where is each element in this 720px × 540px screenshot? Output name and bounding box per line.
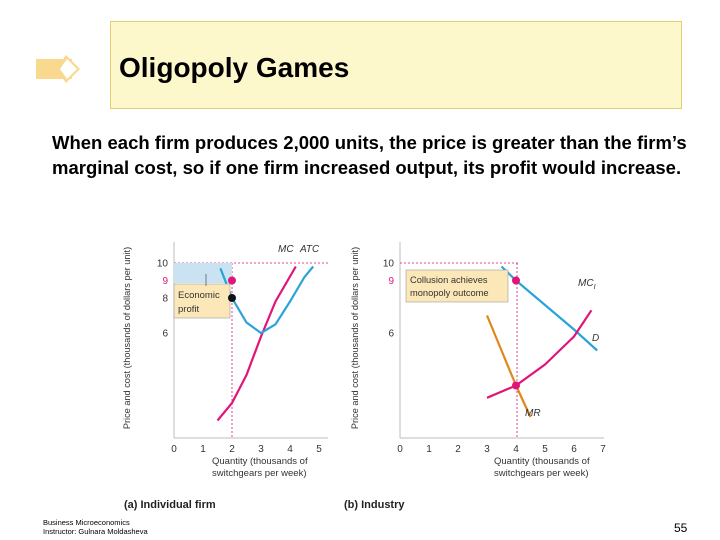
price-point-firm [228,276,236,285]
panel-a-xlabel-2: switchgears per week) [212,468,307,479]
economic-profit-area [174,263,232,283]
panel-a-xlabel-1: Quantity (thousands of [212,456,308,467]
mc-curve-industry [486,309,593,399]
y-tick-label: 6 [162,329,168,340]
economic-profit-label-2: profit [178,304,199,315]
panel-a-subtitle: (a) Individual firm [124,499,216,511]
y-tick-label: 6 [388,329,394,340]
atc-point-firm [228,294,236,302]
x-tick-label: 6 [571,444,577,455]
mc-label-firm: MC [278,244,294,255]
page-number: 55 [674,521,688,535]
x-tick-label: 4 [513,444,519,455]
collusion-label-2: monopoly outcome [410,288,489,298]
y-tick-label: 10 [157,259,169,270]
x-tick-label: 3 [258,444,264,455]
panel-b-xlabel-2: switchgears per week) [494,468,589,479]
panel-b-subtitle: (b) Industry [344,499,405,511]
panel-b-ylabel: Price and cost (thousands of dollars per… [350,247,360,429]
footer-course: Business Microeconomics [43,518,130,527]
panel-a-ylabel: Price and cost (thousands of dollars per… [122,247,132,429]
slide-body-text: When each firm produces 2,000 units, the… [52,132,687,178]
x-tick-label: 1 [200,444,206,455]
x-tick-label: 0 [171,444,177,455]
mr-curve-industry [485,315,532,418]
slide-bullet-icon [36,55,80,83]
x-tick-label: 0 [397,444,403,455]
y-tick-label: 9 [388,276,394,287]
demand-curve-industry [500,265,598,352]
x-tick-label: 5 [542,444,548,455]
x-tick-label: 1 [426,444,432,455]
demand-label: D [592,333,599,344]
x-tick-label: 7 [600,444,606,455]
panel-individual-firm: Price and cost (thousands of dollars per… [122,242,328,511]
footer: Business Microeconomics Instructor: Guln… [43,518,148,536]
x-tick-label: 2 [455,444,461,455]
atc-curve-firm [219,265,315,335]
x-tick-label: 5 [316,444,322,455]
collusion-label-1: Collusion achieves [410,275,488,285]
mc-label-industry: MCI [578,278,596,291]
footer-instructor: Instructor: Gulnara Moldasheva [43,527,148,536]
oligopoly-figure: Price and cost (thousands of dollars per… [122,242,606,511]
x-tick-label: 2 [229,444,235,455]
y-tick-label: 9 [162,276,168,287]
y-tick-label: 10 [383,259,395,270]
x-tick-label: 3 [484,444,490,455]
mr-label: MR [525,408,541,419]
mr-mc-intersection-point [512,381,520,390]
panel-b-xlabel-1: Quantity (thousands of [494,456,590,467]
monopoly-price-point [512,276,520,285]
slide-title: Oligopoly Games [119,52,350,83]
x-tick-label: 4 [287,444,293,455]
collusion-label-box [405,269,509,303]
mc-curve-firm [216,265,297,422]
panel-industry: Price and cost (thousands of dollars per… [344,242,606,511]
y-tick-label: 8 [162,294,168,305]
title-box: Oligopoly Games [110,21,682,109]
atc-label-firm: ATC [299,244,320,255]
economic-profit-label-1: Economic [178,290,220,301]
economic-profit-label-box [173,283,231,319]
